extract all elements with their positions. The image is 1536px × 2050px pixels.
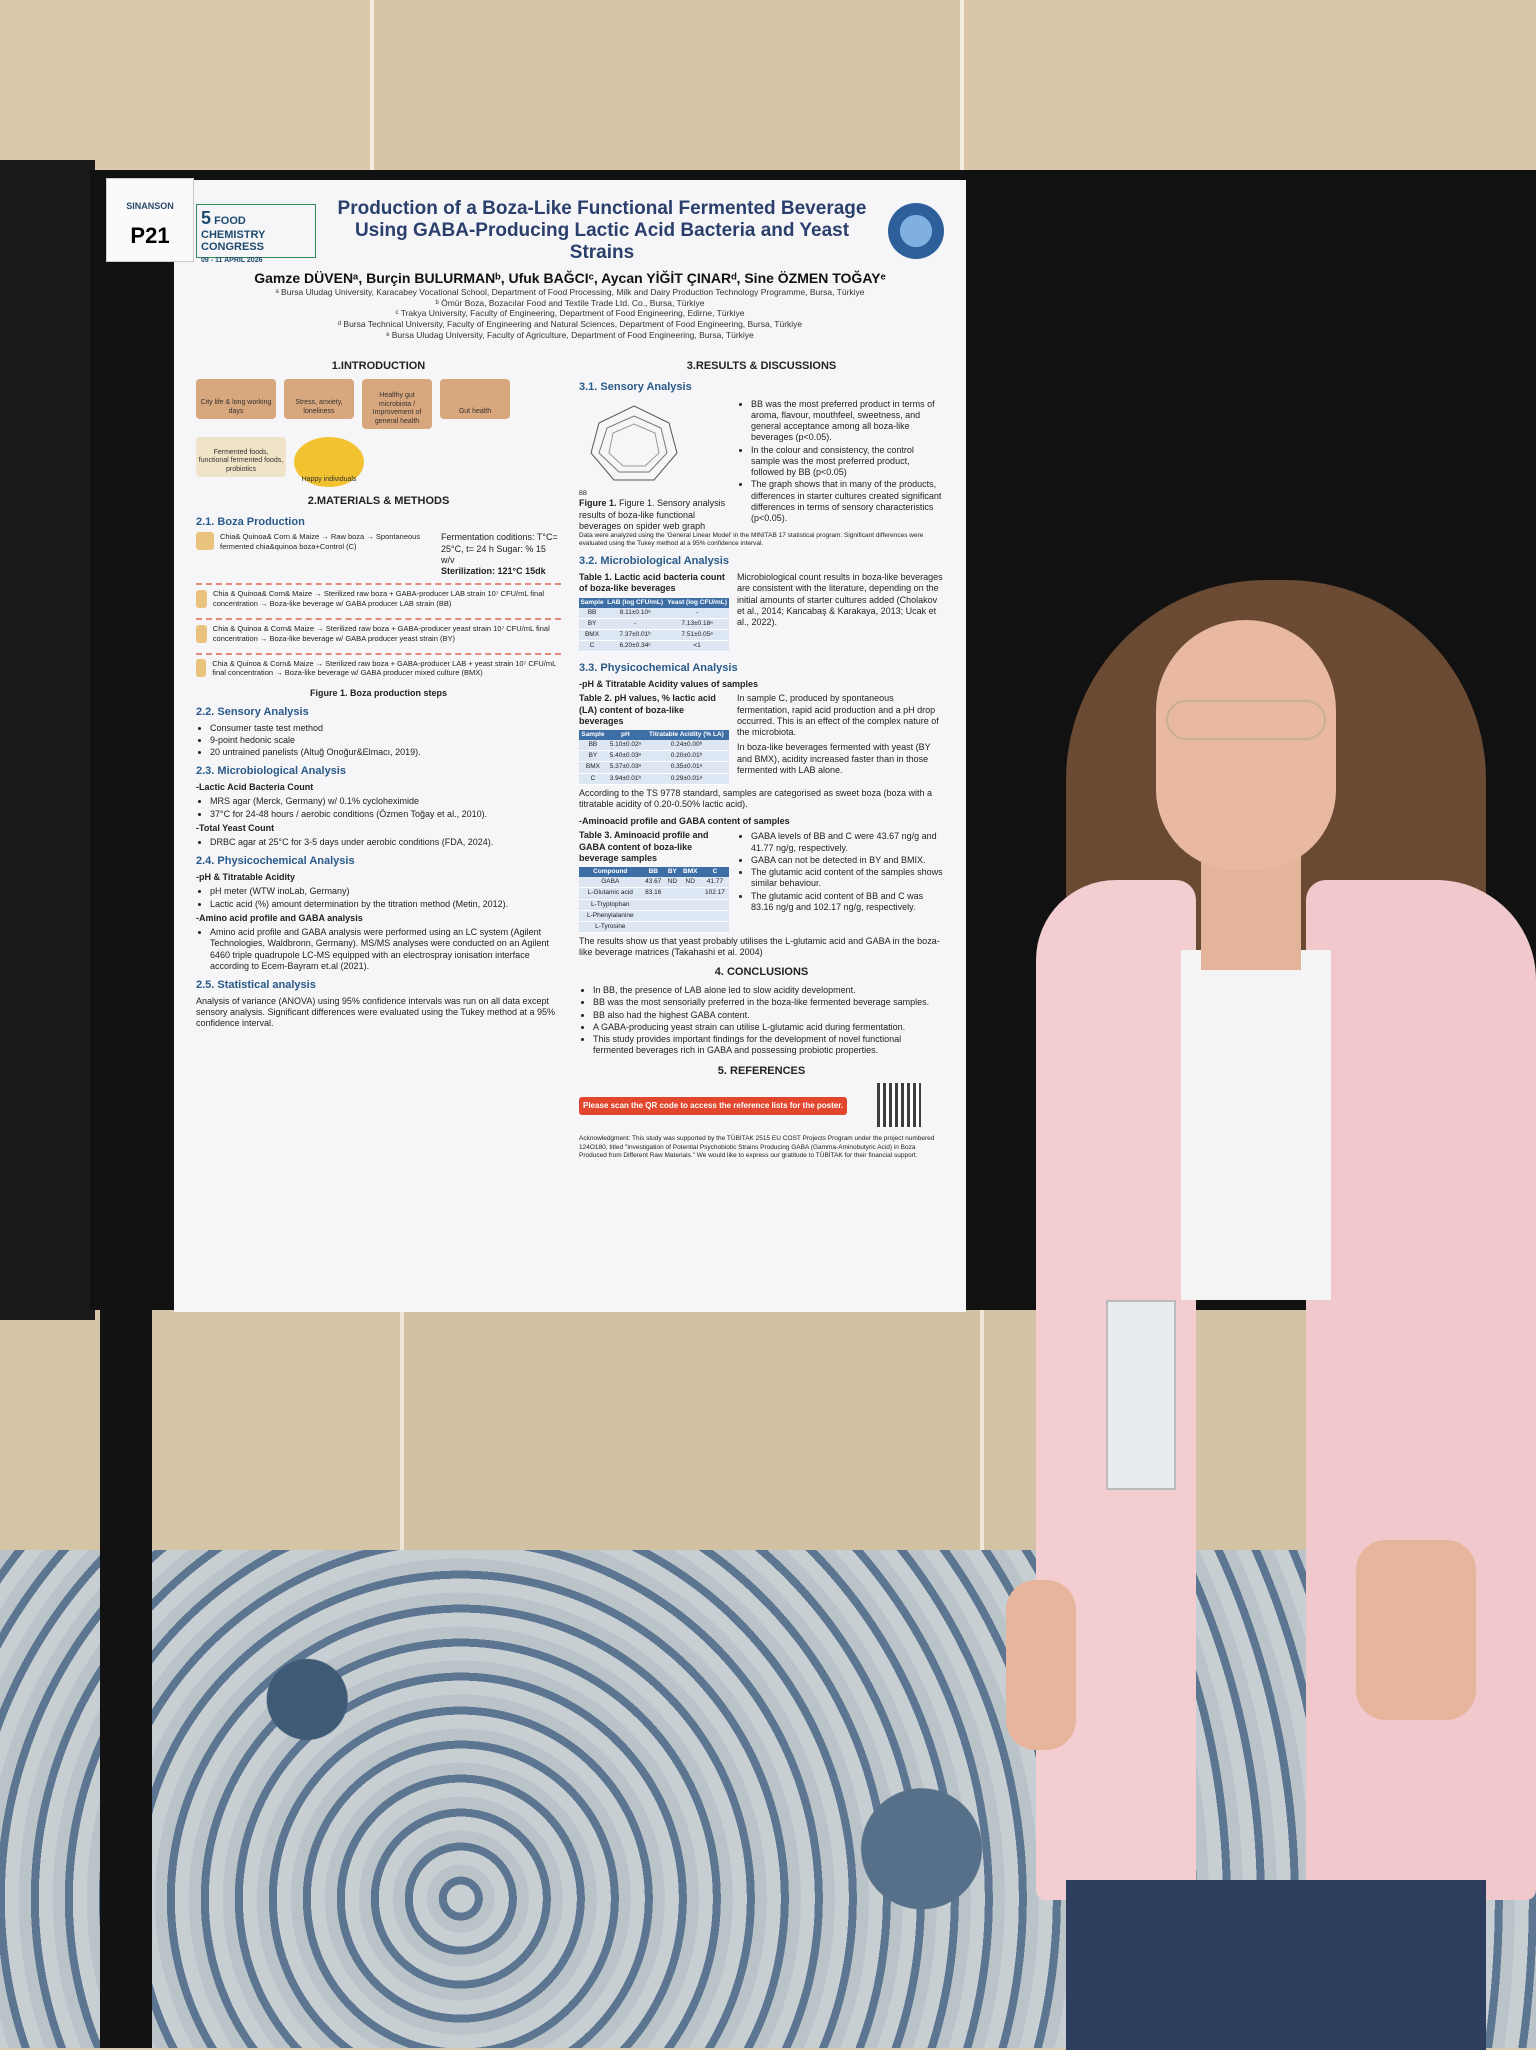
- congress-logo: 5 FOOD CHEMISTRY CONGRESS 09 - 11 APRIL 20…: [196, 203, 316, 264]
- ph-acidity-table: Sample pH Titratable Acidity (% LA) BB 5.10…: [579, 730, 729, 785]
- lab-count-table: Sample LAB (log CFU/mL) Yeast (log CFU/mL)…: [579, 597, 729, 653]
- intro-illustrations: City life & long working days Stress, an…: [196, 378, 561, 487]
- right-column: 3.RESULTS & DISCUSSIONS 3.1. Sensory Ana…: [579, 352, 944, 1160]
- poster-number-tag: SINANSON P21: [106, 178, 194, 262]
- qr-label: Please scan the QR code to access the re…: [579, 1096, 848, 1115]
- white-top: [1181, 950, 1331, 1300]
- neck: [1201, 850, 1301, 970]
- glasses: [1166, 700, 1326, 740]
- left-column: 1.INTRODUCTION City life & long working …: [196, 352, 561, 1160]
- university-seal-logo: [888, 202, 944, 259]
- sensory-radar-chart: [590, 405, 678, 481]
- board-stand-pole: [100, 1300, 152, 2048]
- left-hand: [1006, 1580, 1076, 1750]
- face: [1156, 620, 1336, 870]
- aminoacid-table: Compound BB BY BMX C GABA 43.67 ND ND 41.77 L-Gl…: [579, 867, 729, 933]
- display-board-left: [0, 160, 95, 1320]
- right-hand: [1356, 1540, 1476, 1720]
- poster-title: Production of a Boza-Like Functional Fer…: [337, 198, 867, 263]
- acknowledgment: Acknowledgment: This study was supported…: [579, 1135, 935, 1159]
- qr-code-icon: [877, 1083, 922, 1128]
- wall-upper: [0, 0, 1536, 180]
- affiliations: ᵃ Bursa Uludag University, Karacabey Voc…: [275, 287, 865, 340]
- jeans: [1066, 1880, 1486, 2050]
- research-poster: 5 FOOD CHEMISTRY CONGRESS 09 - 11 APRIL 20…: [174, 180, 966, 1312]
- name-badge: [1106, 1300, 1176, 1490]
- presenter-person: [1006, 580, 1536, 2050]
- wall-lower: [0, 1310, 1536, 1570]
- authors: Gamze DÜVENᵃ, Burçin BULURMANᵇ, Ufuk BAĞ…: [254, 269, 886, 286]
- pink-blazer-right: [1306, 880, 1536, 1900]
